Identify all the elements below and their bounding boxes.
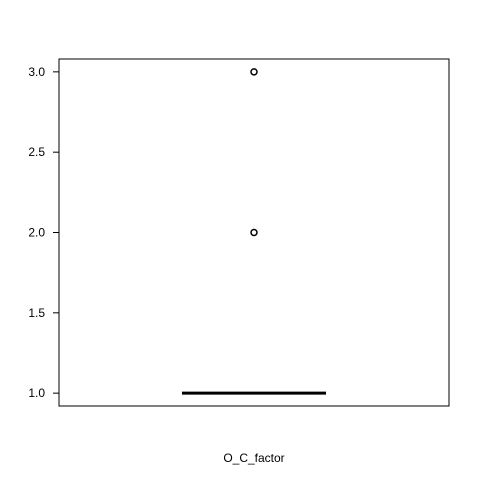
- plot-frame: [58, 58, 450, 407]
- y-tick-label: 1.0: [28, 386, 45, 400]
- y-tick-label: 1.5: [28, 306, 45, 320]
- y-tick-label: 2.0: [28, 226, 45, 240]
- x-axis-label: O_C_factor: [223, 451, 284, 465]
- y-tick-label: 2.5: [28, 145, 45, 159]
- y-axis: 1.0 1.5 2.0 2.5 3.0: [28, 65, 59, 400]
- outlier-point: [250, 68, 258, 76]
- y-tick-label: 3.0: [28, 65, 45, 79]
- outlier-point: [250, 228, 258, 237]
- boxplot: [182, 68, 326, 395]
